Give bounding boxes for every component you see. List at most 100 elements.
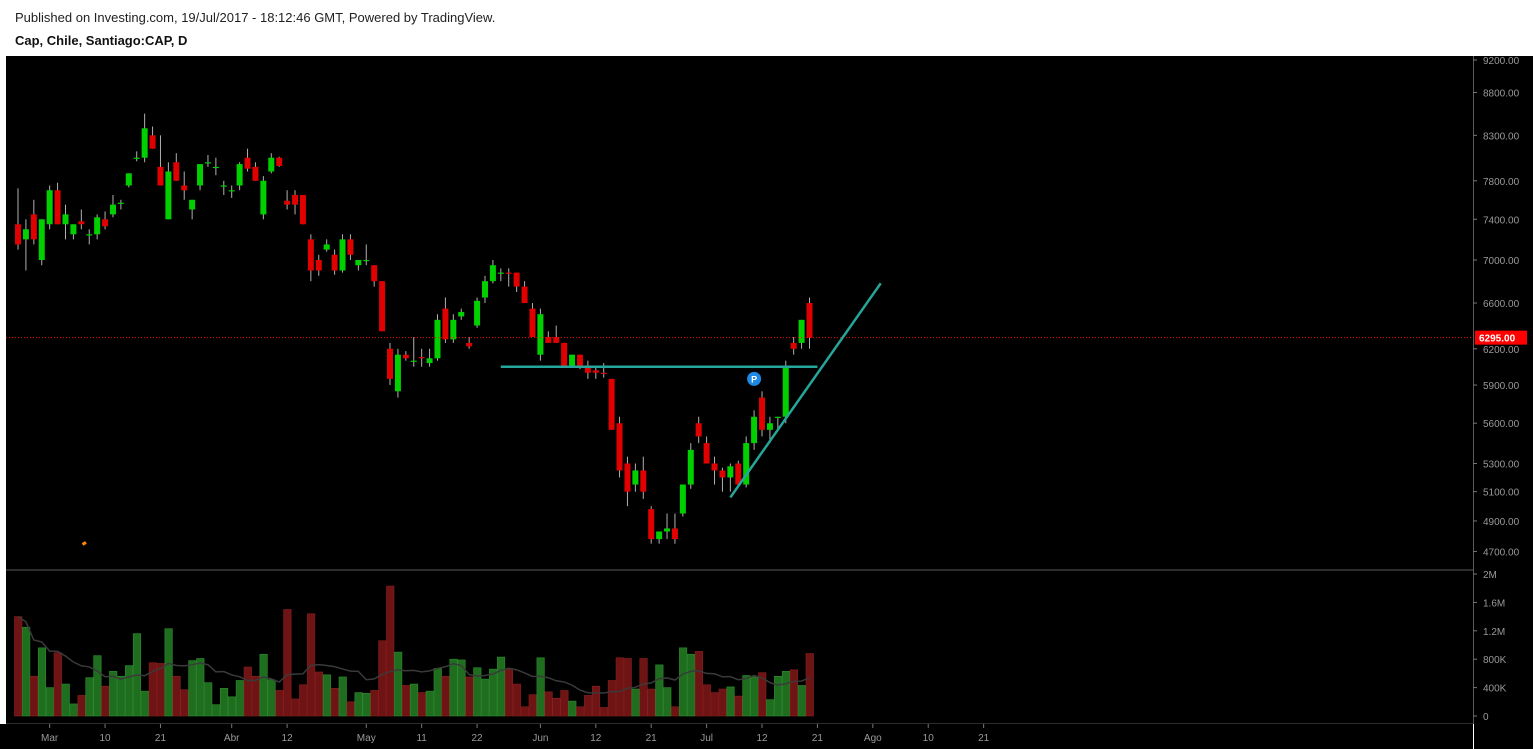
volume-bar xyxy=(520,706,529,717)
volume-bar xyxy=(512,683,521,717)
volume-bar xyxy=(251,675,260,717)
price-tick-label: 7800.00 xyxy=(1483,177,1520,188)
volume-bar xyxy=(204,682,213,717)
candle-body xyxy=(38,219,45,260)
time-tick-label: 10 xyxy=(100,733,112,744)
volume-bar xyxy=(750,676,759,717)
candle-body xyxy=(379,281,386,332)
volume-tick-label: 0 xyxy=(1483,712,1489,723)
candle-body xyxy=(78,221,85,225)
candle-body xyxy=(307,239,314,271)
volume-average-line xyxy=(17,615,810,694)
candle-body xyxy=(260,180,267,215)
candle-body xyxy=(355,259,362,266)
candle-body xyxy=(545,337,552,343)
volume-bar xyxy=(528,694,537,717)
volume-bar xyxy=(164,628,173,717)
volume-bar xyxy=(457,659,466,717)
candle-body xyxy=(181,185,188,191)
volume-bar xyxy=(560,690,569,717)
candle-body xyxy=(197,164,204,186)
volume-bar xyxy=(544,691,553,717)
candle-body xyxy=(149,135,156,149)
candle-body xyxy=(220,185,227,187)
candle-body xyxy=(743,443,750,485)
candle-body xyxy=(687,449,694,485)
volume-tick-label: 2M xyxy=(1483,570,1497,581)
volume-bar xyxy=(322,674,331,717)
volume-bar xyxy=(584,695,593,717)
candle-body xyxy=(766,423,773,430)
volume-bar xyxy=(766,699,775,717)
candle-body xyxy=(576,354,583,367)
time-tick-label: 11 xyxy=(416,733,427,744)
volume-bar xyxy=(61,683,70,717)
candle-body xyxy=(323,244,330,250)
candle-body xyxy=(735,463,742,485)
candle-body xyxy=(125,173,132,186)
volume-bar xyxy=(805,653,814,717)
candle-body xyxy=(204,162,211,164)
candle-body xyxy=(703,443,710,464)
volume-bar xyxy=(449,658,458,717)
candle-body xyxy=(133,157,140,159)
candle-body xyxy=(426,358,433,364)
candle-body xyxy=(22,229,29,240)
volume-bar xyxy=(148,662,157,717)
time-tick-label: 21 xyxy=(646,733,658,744)
volume-bar xyxy=(631,688,640,717)
volume-bar xyxy=(599,707,609,717)
candle-body xyxy=(252,166,259,181)
candle-body xyxy=(434,319,441,359)
volume-bar xyxy=(30,675,39,717)
price-candles xyxy=(15,113,813,544)
volume-bar xyxy=(663,687,672,717)
candle-body xyxy=(656,531,663,540)
volume-bar xyxy=(85,677,94,717)
candle-body xyxy=(616,423,623,471)
candle-body xyxy=(46,190,53,225)
candle-body xyxy=(608,378,615,430)
volume-bar xyxy=(188,660,197,717)
axes: 9200.00 8800.00 8300.00 7800.00 7400.00 7000.… xyxy=(41,56,1527,744)
price-tick-label: 7000.00 xyxy=(1483,256,1520,267)
volume-bar xyxy=(180,689,189,717)
volume-bar xyxy=(299,684,308,717)
candle-body xyxy=(537,314,544,355)
candle-body xyxy=(695,423,702,437)
candle-body xyxy=(299,194,306,225)
candle-body xyxy=(497,272,504,274)
volume-bar xyxy=(125,665,134,717)
volume-bar xyxy=(394,651,403,717)
candle-body xyxy=(489,265,496,282)
candlestick-chart[interactable]: P 9200.00 8800.00 8300.00 7800.00 7400.00 700… xyxy=(0,56,1533,749)
candle-body xyxy=(165,171,172,220)
candle-body xyxy=(212,166,219,169)
candle-body xyxy=(54,190,61,225)
time-tick-label: 21 xyxy=(978,733,990,744)
candle-body xyxy=(371,265,378,282)
volume-bar xyxy=(235,680,244,717)
candle-body xyxy=(363,259,370,262)
candle-body xyxy=(584,365,591,373)
price-tick-label: 9200.00 xyxy=(1483,56,1520,67)
volume-bar xyxy=(22,626,31,717)
price-tick-label: 5900.00 xyxy=(1483,381,1520,392)
volume-bar xyxy=(417,692,426,717)
volume-bar xyxy=(354,692,363,717)
volume-bar xyxy=(267,679,276,717)
volume-bar xyxy=(504,668,514,717)
volume-bar xyxy=(615,657,624,717)
candle-body xyxy=(798,319,805,343)
candle-body xyxy=(679,484,686,514)
last-price-badge xyxy=(1475,330,1527,345)
volume-bar xyxy=(402,685,411,717)
volume-bar xyxy=(497,656,506,717)
plot-area xyxy=(6,56,1473,749)
price-tick-label: 6200.00 xyxy=(1483,345,1520,356)
grid xyxy=(0,56,1533,749)
volume-tick-label: 1.2M xyxy=(1483,627,1505,638)
symbol-title: Cap, Chile, Santiago:CAP, D xyxy=(15,33,188,48)
candle-body xyxy=(664,528,671,532)
candle-body xyxy=(569,354,576,367)
